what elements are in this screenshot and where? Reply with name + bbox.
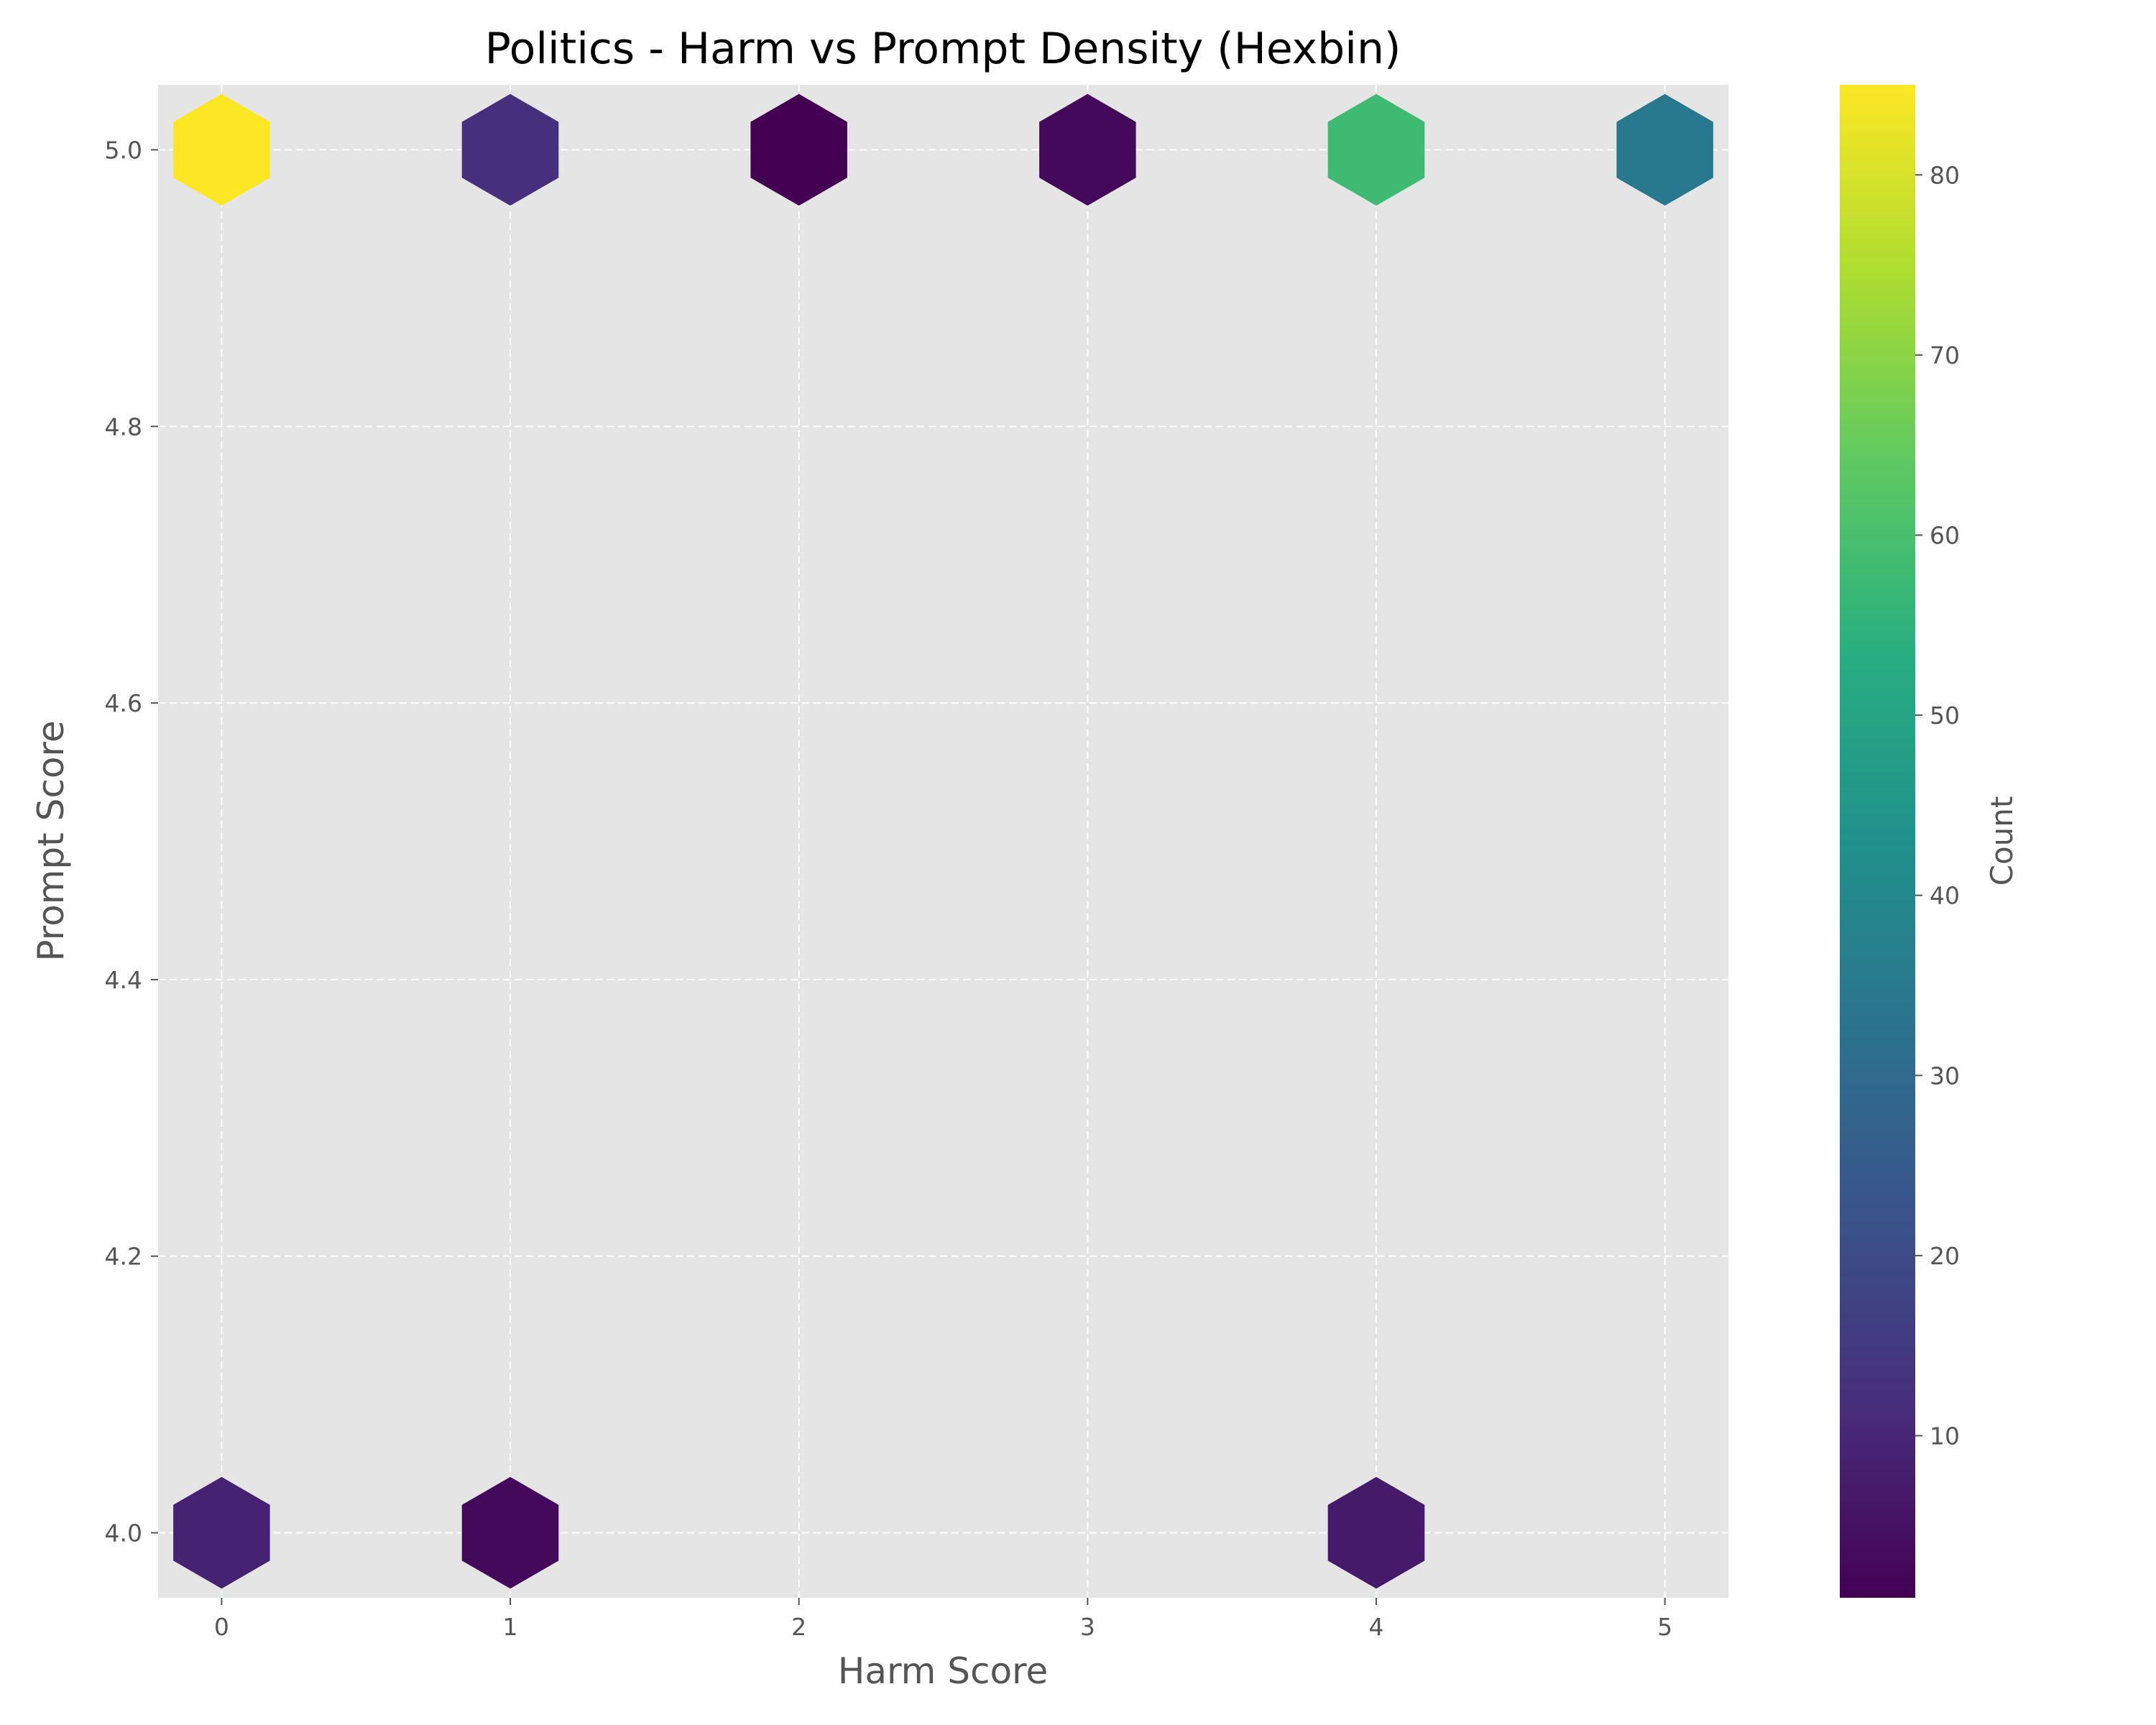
hexbin-cell	[1616, 93, 1713, 206]
y-tick-label: 4.6	[105, 689, 142, 717]
colorbar-tick-label: 50	[1930, 702, 1960, 730]
x-axis-label: Harm Score	[838, 1650, 1049, 1692]
x-tick-label: 1	[503, 1613, 518, 1641]
x-tick-label: 2	[791, 1613, 806, 1641]
hexbin-cell	[173, 93, 270, 206]
hexbin-cell	[1039, 93, 1136, 206]
y-tick-label: 4.0	[105, 1519, 142, 1547]
hexbin-cell	[461, 1476, 559, 1589]
hexbin-cell	[1327, 93, 1425, 206]
hexbin-cell	[461, 93, 559, 206]
hexbin-cells	[173, 93, 1713, 1589]
hexbin-cell	[1327, 1476, 1425, 1589]
colorbar-tick-label: 40	[1930, 882, 1960, 910]
plot-area	[158, 85, 1728, 1598]
y-axis-label: Prompt Score	[30, 720, 72, 961]
colorbar	[1840, 85, 1915, 1598]
y-tick-label: 4.4	[105, 966, 142, 994]
colorbar-tick-label: 80	[1930, 161, 1960, 189]
x-tick-label: 5	[1657, 1613, 1672, 1641]
grid-lines	[158, 85, 1728, 1598]
colorbar-ticks: 10 20 30 40 50 60 70 80	[1915, 161, 1960, 1450]
x-tick-label: 0	[214, 1613, 229, 1641]
colorbar-label: Count	[1984, 796, 2019, 886]
x-tick-label: 4	[1368, 1613, 1383, 1641]
colorbar-tick-label: 30	[1930, 1062, 1960, 1090]
hexbin-cell	[750, 93, 847, 206]
x-axis-ticks: 0 1 2 3 4 5	[214, 1598, 1672, 1641]
y-axis-ticks: 4.0 4.2 4.4 4.6 4.8 5.0	[105, 136, 158, 1547]
colorbar-tick-label: 60	[1930, 521, 1960, 549]
chart-title: Politics - Harm vs Prompt Density (Hexbi…	[485, 24, 1401, 74]
x-tick-label: 3	[1080, 1613, 1095, 1641]
colorbar-tick-label: 70	[1930, 341, 1960, 369]
colorbar-tick-label: 20	[1930, 1242, 1960, 1270]
y-tick-label: 5.0	[105, 136, 142, 164]
colorbar-tick-label: 10	[1930, 1422, 1960, 1450]
y-tick-label: 4.2	[105, 1243, 142, 1271]
hexbin-cell	[173, 1476, 270, 1589]
y-tick-label: 4.8	[105, 413, 142, 441]
